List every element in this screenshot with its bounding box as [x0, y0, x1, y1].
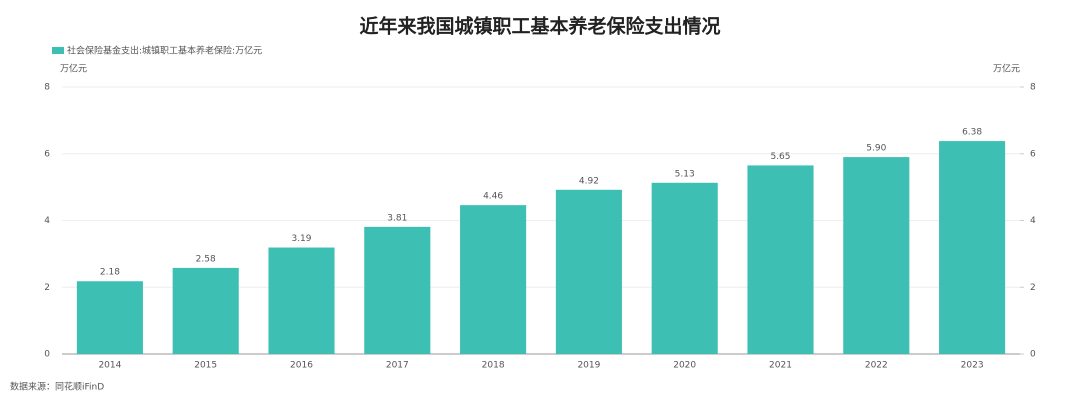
x-tick-label: 2022: [865, 361, 888, 371]
y2-tick-label: 2: [1030, 283, 1036, 293]
y-tick-label: 4: [44, 216, 50, 226]
data-label: 5.13: [675, 169, 695, 179]
data-label: 5.65: [770, 152, 790, 162]
x-tick-label: 2018: [482, 361, 505, 371]
x-tick-label: 2020: [673, 361, 696, 371]
bar: [939, 141, 1006, 354]
y-tick-label: 2: [44, 283, 50, 293]
data-label: 3.81: [387, 213, 407, 223]
x-tick-label: 2016: [290, 361, 313, 371]
legend-label: 社会保险基金支出:城镇职工基本养老保险:万亿元: [67, 45, 262, 57]
legend-swatch: [52, 47, 64, 54]
bar: [172, 267, 239, 354]
y2-tick-label: 4: [1030, 216, 1036, 226]
bar: [747, 165, 814, 354]
x-tick-label: 2021: [769, 361, 792, 371]
data-label: 5.90: [866, 144, 886, 154]
data-label: 2.58: [196, 254, 216, 264]
y2-tick-label: 0: [1030, 350, 1036, 360]
x-tick-label: 2014: [98, 361, 121, 371]
bar: [843, 157, 910, 354]
y2-tick-label: 8: [1030, 83, 1036, 93]
y-tick-label: 0: [44, 350, 50, 360]
y-tick-label: 6: [44, 149, 50, 159]
x-tick-label: 2015: [194, 361, 217, 371]
y-tick-label: 8: [44, 83, 50, 93]
data-label: 3.19: [291, 234, 311, 244]
data-label: 4.46: [483, 192, 503, 202]
bar: [268, 247, 335, 354]
source-note: 数据来源：同花顺iFinD: [10, 381, 104, 393]
x-tick-label: 2017: [386, 361, 409, 371]
y2-unit-label: 万亿元: [993, 63, 1020, 75]
data-label: 6.38: [962, 128, 982, 138]
y-unit-label: 万亿元: [60, 63, 87, 75]
data-label: 2.18: [100, 268, 120, 278]
x-tick-label: 2023: [961, 361, 984, 371]
y2-tick-label: 6: [1030, 149, 1036, 159]
chart-title: 近年来我国城镇职工基本养老保险支出情况: [359, 15, 720, 38]
data-label: 4.92: [579, 176, 599, 186]
bar: [651, 182, 718, 354]
bar: [460, 205, 527, 354]
x-tick-label: 2019: [577, 361, 600, 371]
bar: [364, 226, 431, 354]
bar: [76, 281, 143, 354]
bar: [555, 189, 622, 354]
